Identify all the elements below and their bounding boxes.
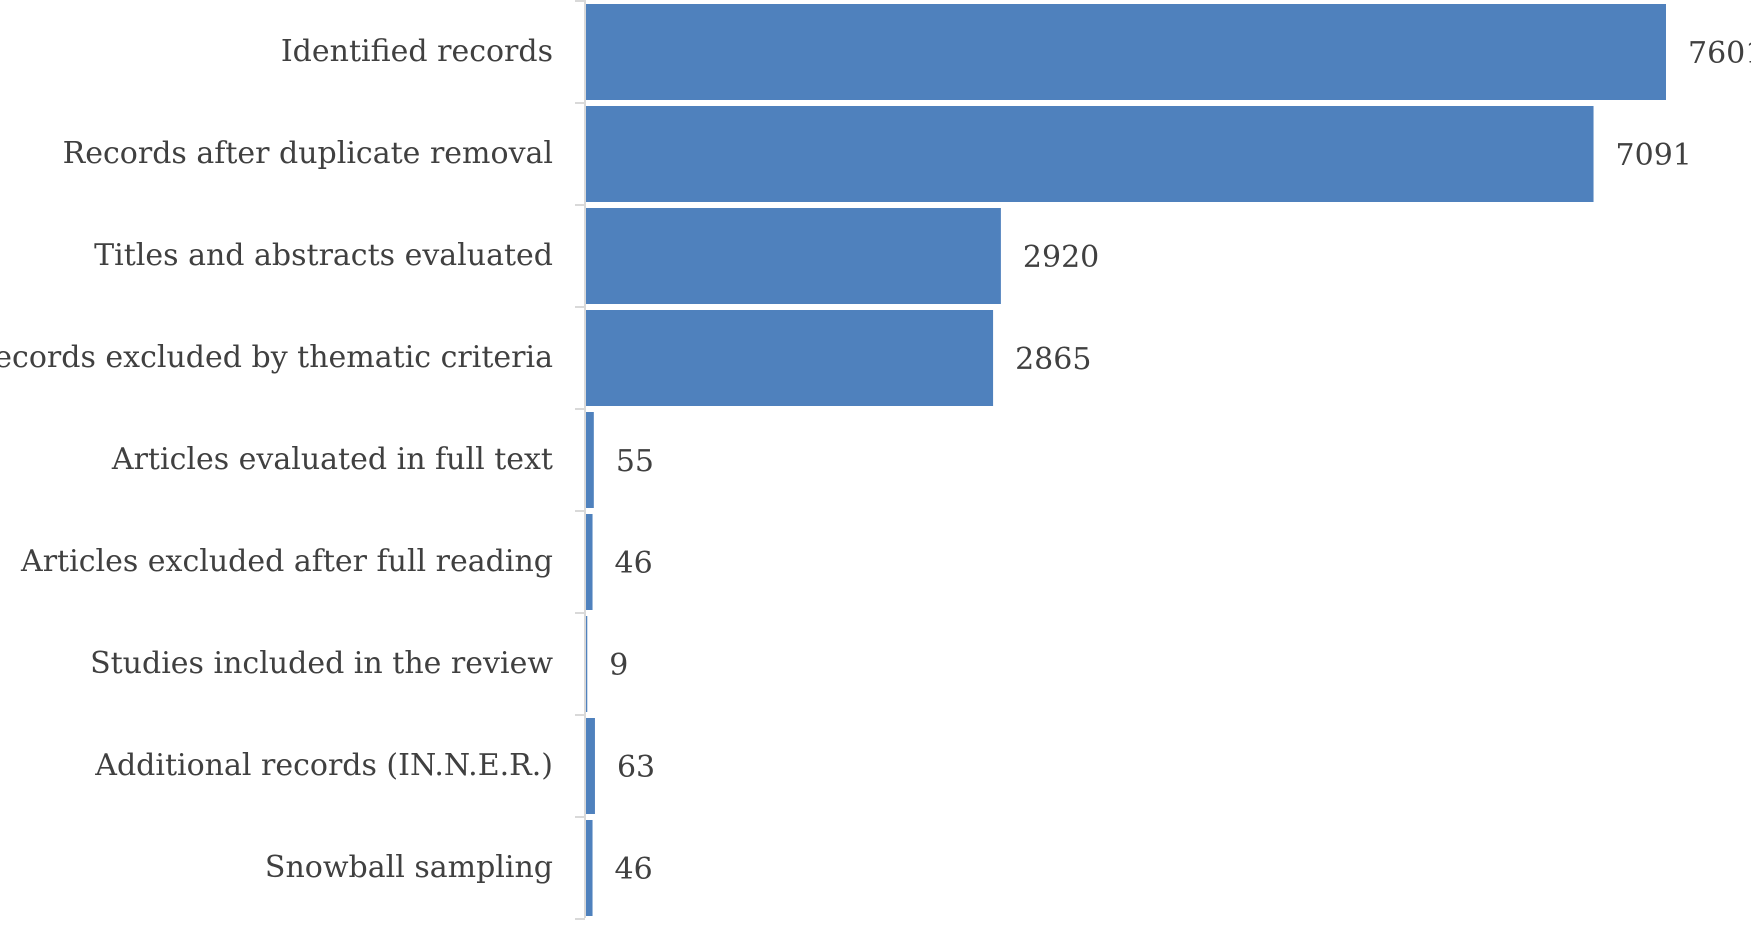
value-label: 9 bbox=[609, 648, 628, 683]
value-label: 7091 bbox=[1616, 138, 1692, 173]
category-label: Articles excluded after full reading bbox=[20, 544, 553, 579]
bar bbox=[586, 616, 588, 712]
value-label: 55 bbox=[616, 444, 654, 479]
category-label: Titles and abstracts evaluated bbox=[94, 238, 553, 273]
value-label: 46 bbox=[615, 546, 653, 581]
category-label: Additional records (IN.N.E.R.) bbox=[94, 748, 553, 783]
bar bbox=[586, 718, 595, 814]
category-label: Records excluded by thematic criteria bbox=[0, 340, 553, 375]
value-label: 7601 bbox=[1688, 36, 1751, 71]
category-label: Records after duplicate removal bbox=[63, 136, 553, 171]
bar bbox=[586, 208, 1001, 304]
bar bbox=[586, 4, 1666, 100]
value-label: 63 bbox=[617, 750, 655, 785]
bar bbox=[586, 514, 593, 610]
value-label: 46 bbox=[615, 852, 653, 887]
bar bbox=[586, 412, 594, 508]
category-label: Articles evaluated in full text bbox=[111, 442, 553, 477]
category-label: Studies included in the review bbox=[90, 646, 553, 681]
bar bbox=[586, 310, 994, 406]
category-label: Identified records bbox=[281, 34, 553, 69]
value-label: 2865 bbox=[1015, 342, 1091, 377]
category-label: Snowball sampling bbox=[265, 850, 553, 885]
value-label: 2920 bbox=[1023, 240, 1099, 275]
bar bbox=[586, 106, 1594, 202]
bar bbox=[586, 820, 593, 916]
